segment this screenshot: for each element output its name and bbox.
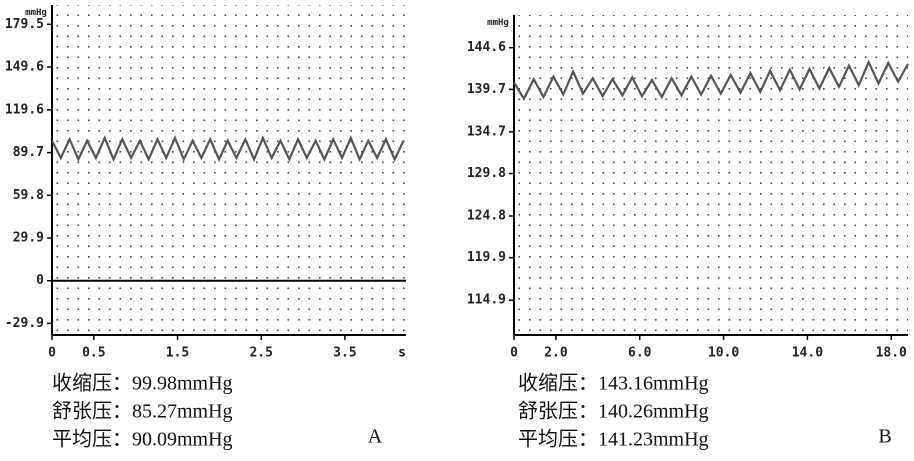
- stat-line: 平均压：141.23mmHg: [518, 428, 709, 451]
- stat-line: 舒张压：85.27mmHg: [52, 400, 233, 423]
- y-tick-label: 179.5: [5, 17, 44, 32]
- dot-grid: [52, 5, 406, 335]
- dot-grid: [514, 15, 908, 335]
- panel-label: B: [878, 426, 891, 448]
- waveform: [513, 59, 909, 101]
- y-tick-label: 129.8: [467, 166, 506, 181]
- y-tick-label: 149.6: [5, 60, 44, 75]
- y-tick-label: 0: [36, 273, 44, 288]
- y-tick-label: 144.6: [467, 40, 506, 55]
- x-tick-label: 14.0: [792, 346, 823, 361]
- y-tick-label: 29.9: [13, 231, 44, 246]
- x-tick-label: 0: [48, 346, 56, 361]
- y-tick-label: 59.8: [13, 188, 44, 203]
- stat-line: 舒张压：140.26mmHg: [518, 400, 709, 423]
- x-tick-label: 6.0: [628, 346, 652, 361]
- x-tick-label: 10.0: [708, 346, 739, 361]
- panel-label: A: [368, 426, 383, 448]
- x-tick-label: 0: [510, 346, 518, 361]
- y-tick-label: 134.7: [467, 124, 506, 139]
- y-tick-label: 89.7: [13, 145, 44, 160]
- y-tick-label: 124.8: [467, 209, 506, 224]
- y-tick-label: -29.9: [5, 316, 44, 331]
- y-tick-label: 119.6: [5, 102, 44, 117]
- x-tick-label: 3.5: [333, 346, 356, 361]
- y-tick-label: 119.9: [467, 250, 506, 265]
- waveform: [51, 135, 405, 163]
- x-tick-label: 18.0: [876, 346, 907, 361]
- stat-line: 收缩压：143.16mmHg: [518, 372, 709, 395]
- x-tick-label: 0.5: [82, 346, 105, 361]
- stat-line: 平均压：90.09mmHg: [52, 428, 233, 451]
- x-tick-label: 1.5: [166, 346, 189, 361]
- y-tick-label: 139.7: [467, 82, 506, 97]
- x-tick-label: 2.5: [249, 346, 272, 361]
- x-unit: s: [398, 346, 406, 361]
- y-unit: mmHg: [25, 8, 47, 18]
- y-unit: mmHg: [487, 18, 509, 28]
- stat-line: 收缩压：99.98mmHg: [52, 372, 233, 395]
- x-tick-label: 2.0: [544, 346, 568, 361]
- y-tick-label: 114.9: [467, 293, 506, 308]
